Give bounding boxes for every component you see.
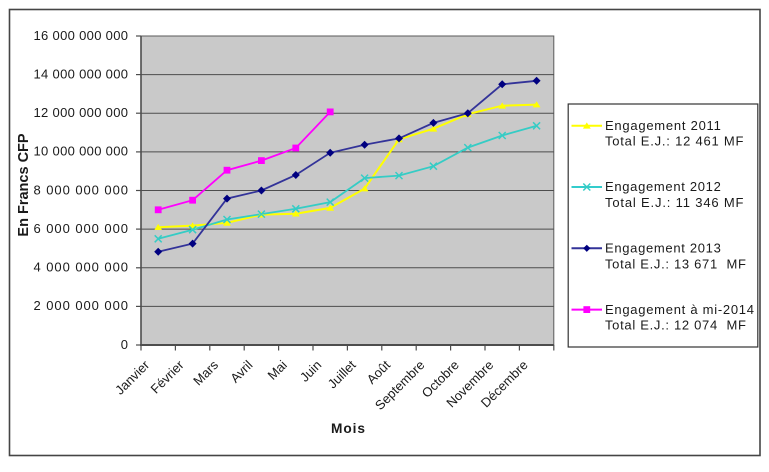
svg-text:Mois: Mois (331, 421, 365, 436)
svg-text:4 000 000 000: 4 000 000 000 (34, 260, 129, 275)
svg-text:12 000 000 000: 12 000 000 000 (34, 105, 129, 120)
svg-text:Total E.J.: 13 671 MF: Total E.J.: 13 671 MF (605, 256, 746, 271)
svg-text:Total E.J.: 12 461 MF: Total E.J.: 12 461 MF (605, 134, 744, 149)
svg-text:16 000 000 000: 16 000 000 000 (34, 28, 129, 43)
svg-text:10 000 000 000: 10 000 000 000 (34, 144, 129, 159)
svg-text:Total E.J.: 11 346 MF: Total E.J.: 11 346 MF (605, 195, 744, 210)
svg-text:0: 0 (121, 337, 128, 352)
svg-text:Engagement 2012: Engagement 2012 (605, 179, 721, 194)
svg-text:2 000 000 000: 2 000 000 000 (34, 298, 129, 313)
svg-text:8 000 000 000: 8 000 000 000 (34, 182, 129, 197)
svg-text:En Francs CFP: En Francs CFP (16, 133, 32, 236)
svg-text:Engagement 2013: Engagement 2013 (605, 241, 721, 256)
svg-text:6 000 000 000: 6 000 000 000 (34, 221, 129, 236)
svg-text:Total E.J.: 12 074 MF: Total E.J.: 12 074 MF (605, 318, 746, 333)
svg-text:14 000 000 000: 14 000 000 000 (34, 66, 129, 81)
svg-text:Engagement à mi-2014: Engagement à mi-2014 (605, 302, 754, 317)
svg-text:Engagement 2011: Engagement 2011 (605, 118, 721, 133)
